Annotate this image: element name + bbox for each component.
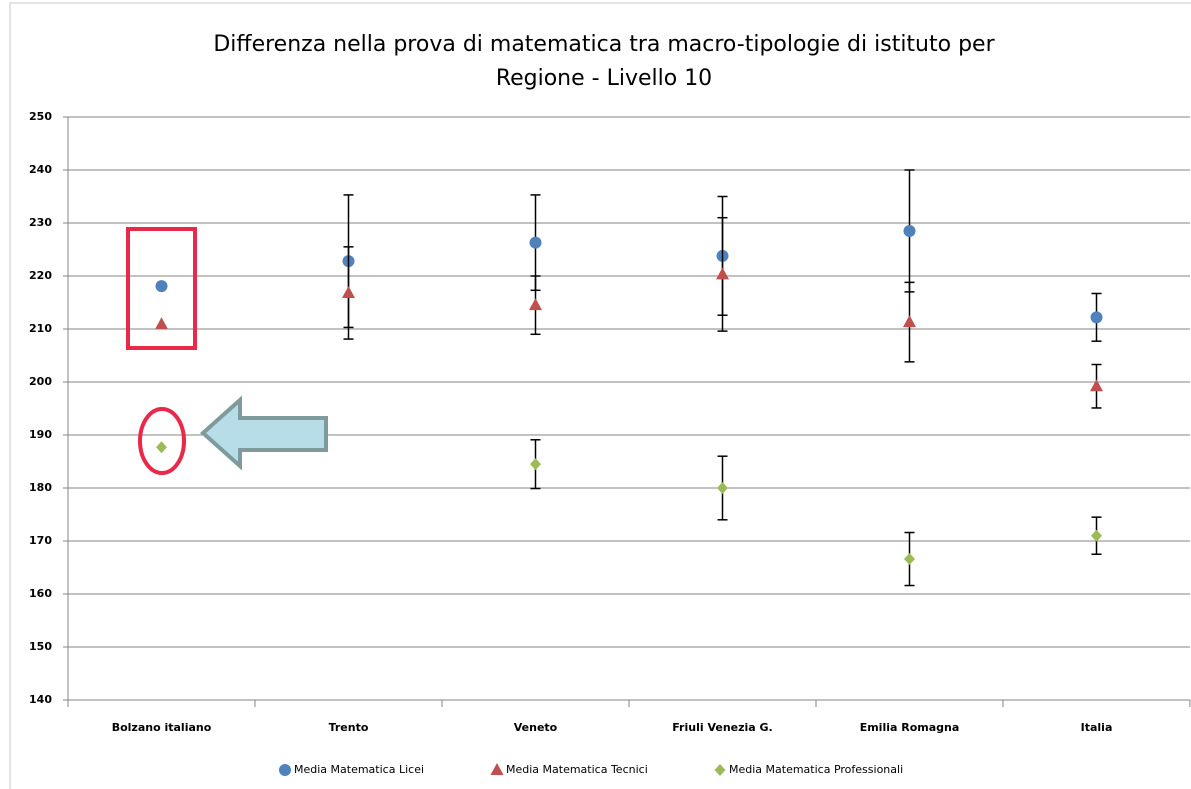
y-tick-label: 250 <box>29 110 52 123</box>
chart-title: Differenza nella prova di matematica tra… <box>213 32 995 57</box>
y-tick-label: 140 <box>29 693 52 706</box>
data-point <box>717 482 728 494</box>
data-point <box>1090 379 1103 392</box>
y-tick-label: 210 <box>29 322 52 335</box>
x-tick-label: Trento <box>329 721 369 734</box>
legend-marker <box>279 764 291 776</box>
y-tick-label: 220 <box>29 269 52 282</box>
y-tick-label: 190 <box>29 428 52 441</box>
legend-label: Media Matematica Professionali <box>729 763 903 776</box>
plot: 140 150 160 170 180 190 200 210 220 230 240 250 Bolz… <box>29 110 1191 776</box>
data-point <box>529 298 542 311</box>
x-tick-label: Italia <box>1081 721 1113 734</box>
chart-title: Regione - Livello 10 <box>496 66 712 91</box>
y-tick-label: 150 <box>29 640 52 653</box>
data-point <box>903 315 916 328</box>
y-tick-label: 180 <box>29 481 52 494</box>
data-point <box>155 317 168 330</box>
data-point <box>156 441 167 454</box>
legend-marker <box>490 763 504 775</box>
annotations <box>126 227 328 475</box>
data-point <box>903 224 916 237</box>
data-point <box>529 236 542 249</box>
data-point <box>342 285 355 298</box>
x-tick-label: Veneto <box>514 721 558 734</box>
x-tick-label: Friuli Venezia G. <box>672 721 773 734</box>
y-tick-label: 160 <box>29 587 52 600</box>
y-tick-label: 230 <box>29 216 52 229</box>
data-point <box>904 553 915 566</box>
highlight-ellipse <box>138 407 186 475</box>
data-point <box>716 267 729 280</box>
legend-marker <box>714 764 726 776</box>
arrow <box>199 395 328 471</box>
y-tick-label: 240 <box>29 163 52 176</box>
data-point <box>1091 529 1102 542</box>
x-tick-label: Emilia Romagna <box>860 721 960 734</box>
data-point <box>155 280 168 293</box>
y-tick-label: 200 <box>29 375 52 388</box>
y-tick-label: 170 <box>29 534 52 547</box>
legend-label: Media Matematica Licei <box>294 763 424 776</box>
data-point <box>530 458 541 471</box>
highlight-box <box>126 227 197 350</box>
x-tick-label: Bolzano italiano <box>112 721 212 734</box>
chart-frame <box>9 2 1191 789</box>
data-point <box>1090 311 1103 324</box>
legend-label: Media Matematica Tecnici <box>506 763 648 776</box>
